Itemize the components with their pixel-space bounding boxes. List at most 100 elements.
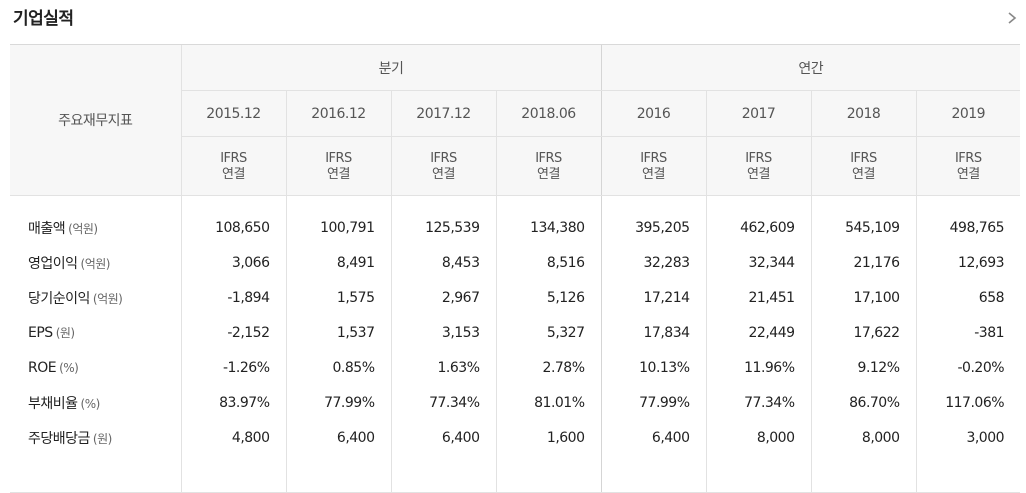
value-cell: 117.06% — [915, 385, 1021, 420]
value-cell: 545,109 — [810, 210, 917, 245]
value-cell: 83.97% — [180, 385, 286, 420]
value-cell: 6,400 — [390, 420, 496, 455]
metric-unit: (원) — [55, 326, 75, 340]
table-row: 부채비율 (%) 83.97% 77.99% 77.34% 81.01% 77.99% 77.… — [10, 385, 1021, 420]
value-cell: -1.26% — [180, 350, 286, 385]
basis-standard: IFRS — [220, 151, 247, 166]
metric-label: 당기순이익 (억원) — [10, 280, 181, 315]
value-cell: 395,205 — [600, 210, 707, 245]
value-cell: 462,609 — [705, 210, 812, 245]
metric-name: 부채비율 — [28, 395, 78, 412]
value-cell: 17,100 — [810, 280, 917, 315]
table-row: 주당배당금 (원) 4,800 6,400 6,400 1,600 6,400 8,000 8,… — [10, 420, 1021, 455]
metric-label: 영업이익 (억원) — [10, 245, 181, 280]
value-cell: 32,283 — [600, 245, 707, 280]
basis-header: IFRS 연결 — [705, 136, 812, 196]
period-header: 2017.12 — [390, 90, 496, 137]
value-cell: 134,380 — [495, 210, 602, 245]
basis-header: IFRS 연결 — [180, 136, 286, 196]
earnings-panel: 기업실적 주요재무지표 분기 연간 2015.12 2016.12 2017.12 2… — [10, 9, 1021, 493]
value-cell: 1.63% — [390, 350, 496, 385]
value-cell: 32,344 — [705, 245, 812, 280]
value-cell: 22,449 — [705, 315, 812, 350]
period-header: 2018 — [810, 90, 917, 137]
table-body: 매출액 (억원) 108,650 100,791 125,539 134,380 395,2… — [10, 195, 1021, 493]
value-cell: 21,176 — [810, 245, 917, 280]
basis-standard: IFRS — [745, 151, 772, 166]
metric-unit: (%) — [59, 360, 79, 375]
period-header: 2016 — [600, 90, 707, 137]
table-row: 매출액 (억원) 108,650 100,791 125,539 134,380 395,2… — [10, 210, 1021, 245]
basis-standard: IFRS — [850, 151, 877, 166]
basis-header: IFRS 연결 — [810, 136, 917, 196]
value-cell: 77.34% — [705, 385, 812, 420]
metric-name: 영업이익 — [28, 255, 78, 272]
period-header: 2016.12 — [285, 90, 391, 137]
value-cell: 8,491 — [285, 245, 391, 280]
value-cell: 125,539 — [390, 210, 496, 245]
value-cell: 5,126 — [495, 280, 602, 315]
basis-consolidation: 연결 — [956, 167, 980, 182]
panel-title: 기업실적 — [13, 9, 74, 29]
basis-consolidation: 연결 — [432, 167, 455, 182]
value-cell: 3,153 — [390, 315, 496, 350]
value-cell: 5,327 — [495, 315, 602, 350]
table-row: ROE (%) -1.26% 0.85% 1.63% 2.78% 10.13% 11.96% 9… — [10, 350, 1021, 385]
value-cell: 1,575 — [285, 280, 391, 315]
value-cell: 77.99% — [285, 385, 391, 420]
value-cell: 81.01% — [495, 385, 602, 420]
metric-unit: (원) — [92, 431, 112, 446]
metric-name: 당기순이익 — [28, 290, 90, 307]
table-row: 영업이익 (억원) 3,066 8,491 8,453 8,516 32,283 32,344… — [10, 245, 1021, 280]
value-cell: 3,066 — [180, 245, 286, 280]
metric-name: 주당배당금 — [28, 430, 90, 447]
period-header: 2019 — [915, 90, 1021, 137]
value-cell: 12,693 — [915, 245, 1021, 280]
value-cell: -0.20% — [915, 350, 1021, 385]
metric-unit: (억원) — [92, 291, 123, 306]
table-header: 주요재무지표 분기 연간 2015.12 2016.12 2017.12 2018.0… — [10, 44, 1021, 196]
metric-label: 부채비율 (%) — [10, 385, 181, 420]
value-cell: 77.99% — [600, 385, 707, 420]
value-cell: 4,800 — [180, 420, 286, 455]
value-cell: 21,451 — [705, 280, 812, 315]
metric-name: 매출액 — [28, 220, 66, 237]
metric-label: 주당배당금 (원) — [10, 420, 181, 455]
value-cell: 2.78% — [495, 350, 602, 385]
basis-standard: IFRS — [535, 151, 562, 166]
basis-header: IFRS 연결 — [390, 136, 496, 196]
value-cell: 658 — [915, 280, 1021, 315]
value-cell: 9.12% — [810, 350, 917, 385]
value-cell: 498,765 — [915, 210, 1021, 245]
value-cell: 1,600 — [495, 420, 602, 455]
value-cell: 8,516 — [495, 245, 602, 280]
bottom-spacer-row — [10, 455, 1021, 493]
metric-name: ROE — [28, 359, 57, 376]
period-header: 2018.06 — [495, 90, 602, 137]
basis-header: IFRS 연결 — [495, 136, 602, 196]
group-quarterly: 분기 — [180, 44, 602, 91]
period-header: 2015.12 — [180, 90, 286, 137]
basis-consolidation: 연결 — [537, 167, 560, 182]
financial-table: 주요재무지표 분기 연간 2015.12 2016.12 2017.12 2018.0… — [10, 44, 1021, 493]
value-cell: 8,000 — [810, 420, 917, 455]
basis-header: IFRS 연결 — [285, 136, 391, 196]
spacer-row — [10, 195, 1021, 210]
table-row: EPS (원) -2,152 1,537 3,153 5,327 17,834 22,449 1… — [10, 315, 1021, 350]
chevron-right-icon[interactable] — [1005, 9, 1019, 27]
basis-consolidation: 연결 — [642, 167, 665, 182]
value-cell: 17,622 — [810, 315, 917, 350]
metric-unit: (억원) — [80, 256, 111, 271]
value-cell: 8,453 — [390, 245, 496, 280]
value-cell: 6,400 — [600, 420, 707, 455]
basis-standard: IFRS — [954, 151, 982, 166]
value-cell: 1,537 — [285, 315, 391, 350]
value-cell: 17,214 — [600, 280, 707, 315]
value-cell: 8,000 — [705, 420, 812, 455]
metric-label: ROE (%) — [10, 350, 181, 385]
value-cell: -2,152 — [180, 315, 286, 350]
value-cell: 0.85% — [285, 350, 391, 385]
row-header-label: 주요재무지표 — [10, 44, 181, 196]
group-annual: 연간 — [600, 44, 1021, 91]
basis-consolidation: 연결 — [747, 167, 770, 182]
